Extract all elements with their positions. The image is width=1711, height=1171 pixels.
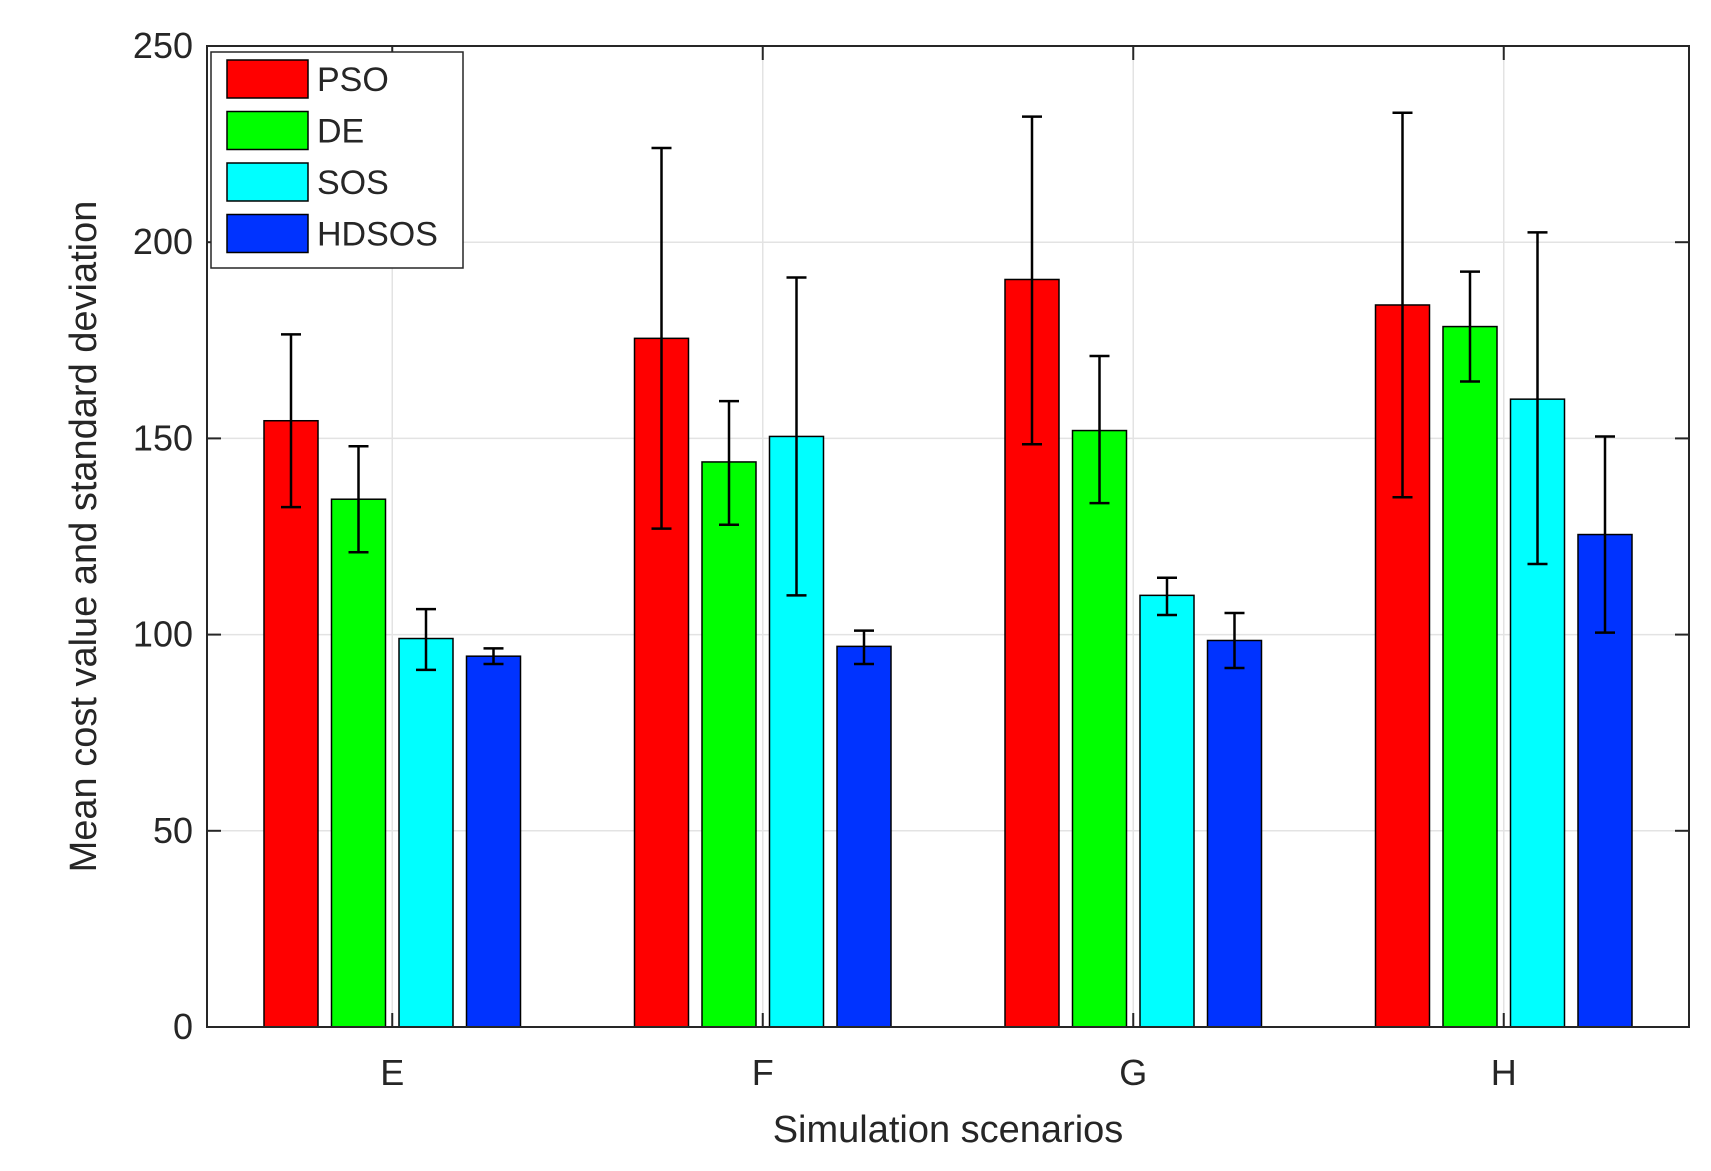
x-tick-label: E [380, 1052, 404, 1093]
x-tick-label: F [752, 1052, 774, 1093]
x-tick-label: G [1119, 1052, 1147, 1093]
plot-frame [206, 45, 1690, 1028]
bar-de-h [1442, 325, 1498, 1028]
legend-swatch-pso [226, 59, 309, 99]
legend: PSO DE SOS HDSOS [210, 51, 464, 269]
legend-label-hdsos: HDSOS [317, 216, 438, 254]
bars [263, 278, 1633, 1028]
bar-pso-e [263, 419, 319, 1028]
bar-hdsos-g [1206, 639, 1263, 1028]
y-tick-label: 250 [133, 25, 193, 66]
y-tick-label: 50 [153, 810, 193, 851]
y-tick-label: 0 [173, 1006, 193, 1047]
bar-hdsos-e [465, 655, 522, 1028]
legend-label-sos: SOS [317, 164, 389, 202]
legend-swatch-hdsos [226, 213, 309, 254]
error-bars [281, 111, 1615, 672]
x-tick-label: H [1491, 1052, 1517, 1093]
bar-de-f [701, 461, 757, 1028]
bar-de-g [1071, 429, 1128, 1028]
y-tick-label: 100 [133, 614, 193, 655]
legend-swatch-de [226, 110, 309, 151]
y-axis-label: Mean cost value and standard deviation [63, 201, 105, 873]
y-tick-label: 150 [133, 417, 193, 458]
bar-hdsos-f [836, 645, 892, 1028]
x-tick-labels: E F G H [380, 1052, 1517, 1093]
legend-label-pso: PSO [317, 61, 389, 99]
x-axis-label: Simulation scenarios [773, 1109, 1124, 1151]
legend-swatch-sos [226, 162, 309, 202]
bar-sos-g [1139, 594, 1195, 1028]
bar-sos-e [398, 637, 454, 1028]
y-tick-label: 200 [133, 221, 193, 262]
bar-de-e [330, 498, 387, 1028]
legend-label-de: DE [317, 113, 364, 151]
y-tick-labels: 0 50 100 150 200 250 [133, 25, 193, 1047]
